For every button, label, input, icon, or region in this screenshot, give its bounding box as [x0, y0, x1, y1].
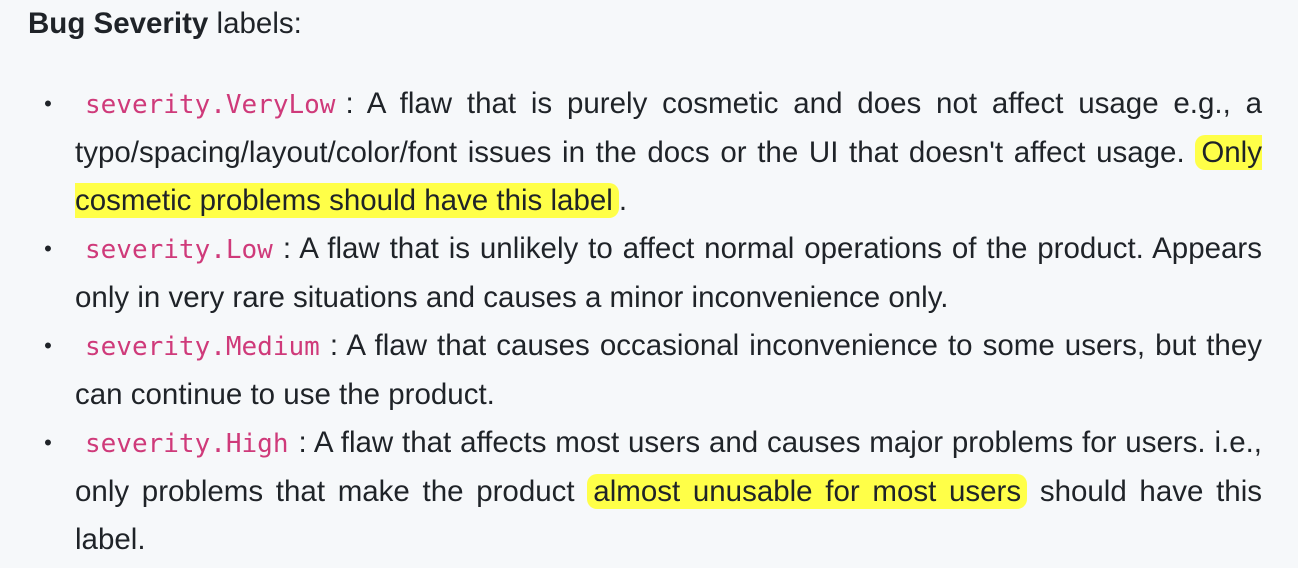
bullet-icon: •	[44, 91, 52, 116]
list-item-very-low: • severity.VeryLow: A flaw that is purely…	[28, 80, 1262, 225]
highlighted-text: almost unusable for most users	[587, 474, 1028, 509]
inline-code: severity.VeryLow	[85, 90, 336, 120]
item-text-after: should have this label.	[75, 475, 1262, 556]
inline-code: severity.High	[85, 429, 289, 459]
inline-code: severity.Low	[85, 235, 273, 265]
item-text-after: .	[618, 184, 628, 217]
bullet-icon: •	[44, 333, 52, 358]
severity-list: • severity.VeryLow: A flaw that is purely…	[28, 80, 1262, 564]
item-text: : A flaw that affects most users and cau…	[75, 426, 1262, 508]
list-item-medium: • severity.Medium: A flaw that causes occ…	[28, 322, 1262, 419]
item-text: : A flaw that is unlikely to affect norm…	[75, 232, 1262, 314]
list-item-high: • severity.High: A flaw that affects most…	[28, 419, 1262, 564]
heading-bold: Bug Severity	[28, 7, 209, 40]
inline-code: severity.Medium	[85, 332, 320, 362]
list-item-low: • severity.Low: A flaw that is unlikely t…	[28, 225, 1262, 322]
bullet-icon: •	[44, 236, 52, 261]
bullet-icon: •	[44, 430, 52, 455]
heading-rest: labels:	[208, 7, 302, 40]
section-heading: Bug Severity labels:	[28, 0, 302, 48]
item-text: : A flaw that is purely cosmetic and doe…	[75, 87, 1262, 169]
item-text: : A flaw that causes occasional inconven…	[75, 329, 1262, 411]
